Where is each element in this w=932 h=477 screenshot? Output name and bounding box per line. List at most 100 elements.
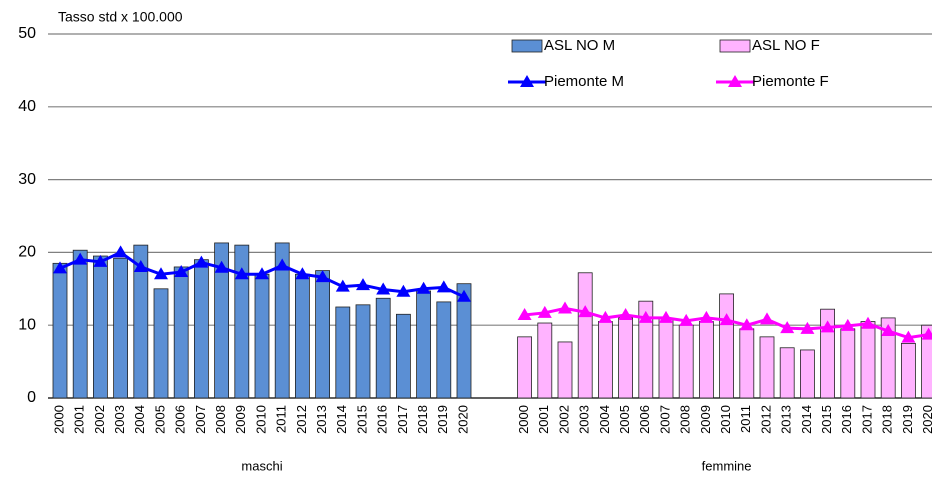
marker [679,313,694,326]
bar [557,341,573,399]
x-tick-label: 2015 [354,405,369,434]
marker [699,310,714,323]
marker [517,308,532,321]
bar [234,244,250,399]
x-tick-label: 2012 [758,405,773,434]
y-tick-label: 10 [18,316,36,333]
bar [577,272,593,399]
marker [728,75,742,87]
marker [174,265,189,278]
bar [274,242,290,399]
marker [295,267,310,280]
y-tick-label: 50 [18,25,36,42]
marker [53,261,67,274]
marker [93,254,108,267]
bar [335,306,351,399]
x-tick-label: 2010 [253,405,268,434]
marker [234,267,249,280]
x-tick-label: 2009 [698,405,713,434]
bar [254,273,270,399]
marker [335,279,350,292]
marker [73,252,88,265]
marker [598,310,613,323]
x-tick-label: 2016 [839,405,854,434]
bar [678,324,694,399]
marker [194,255,209,268]
bar [173,266,189,399]
marker [113,245,128,258]
bar [759,336,775,399]
x-tick-label: 2013 [314,405,329,434]
x-tick-label: 2015 [819,405,834,434]
marker [376,282,391,295]
marker [133,259,148,272]
x-tick-label: 2006 [173,405,188,434]
y-tick-label: 20 [18,244,36,261]
bar [840,328,856,399]
marker [416,281,431,294]
marker [396,284,411,297]
marker [154,267,168,280]
marker [840,318,855,331]
marker [719,313,734,326]
marker [275,258,290,271]
y-tick-label: 30 [18,171,36,188]
marker [520,75,534,87]
marker [356,278,370,291]
legend-label: ASL NO F [752,37,820,54]
x-tick-label: 2005 [617,405,632,434]
marker [578,305,593,318]
marker [739,318,754,331]
x-tick-label: 2003 [577,405,592,434]
bar [537,322,553,399]
marker [921,327,932,340]
marker [881,324,896,337]
x-tick-label: 2004 [597,405,612,434]
bar [416,290,432,399]
bar [355,304,371,399]
bar [214,242,230,399]
x-tick-label: 2011 [274,405,289,433]
x-tick-label: 2019 [900,405,915,434]
x-tick-label: 2020 [455,405,470,434]
x-tick-label: 2005 [152,405,167,434]
marker [618,308,633,321]
y-tick-label: 40 [18,98,36,115]
bar [456,283,472,399]
bar [153,288,169,399]
x-tick-label: 2012 [294,405,309,434]
bar [375,297,391,399]
marker [780,321,795,334]
x-tick-label: 2001 [536,405,551,434]
marker [436,280,451,293]
legend-label: Piemonte M [544,73,624,90]
x-tick-label: 2002 [556,405,571,434]
x-tick-label: 2006 [637,405,652,434]
bar [658,317,674,399]
x-tick-label: 2018 [415,405,430,434]
bar [436,301,452,399]
x-tick-label: 2000 [51,405,66,434]
x-tick-label: 2018 [880,405,895,434]
x-tick-label: 2000 [516,405,531,434]
bar [72,249,88,399]
x-tick-label: 2016 [375,405,390,434]
x-tick-label: 2001 [72,405,87,434]
x-tick-label: 2017 [859,405,874,434]
marker [800,321,815,334]
group-label: femmine [702,458,752,473]
x-tick-label: 2010 [718,405,733,434]
bar [699,321,714,399]
legend-swatch [719,39,751,53]
bar [921,324,932,399]
legend-swatch [511,39,543,53]
bar [779,347,795,399]
x-tick-label: 2003 [112,405,127,434]
bar [294,273,310,399]
x-tick-label: 2014 [334,405,349,434]
x-tick-label: 2014 [799,405,814,434]
bar [517,336,532,399]
bar [719,293,734,399]
group-label: maschi [241,458,282,473]
x-tick-label: 2002 [92,405,107,434]
